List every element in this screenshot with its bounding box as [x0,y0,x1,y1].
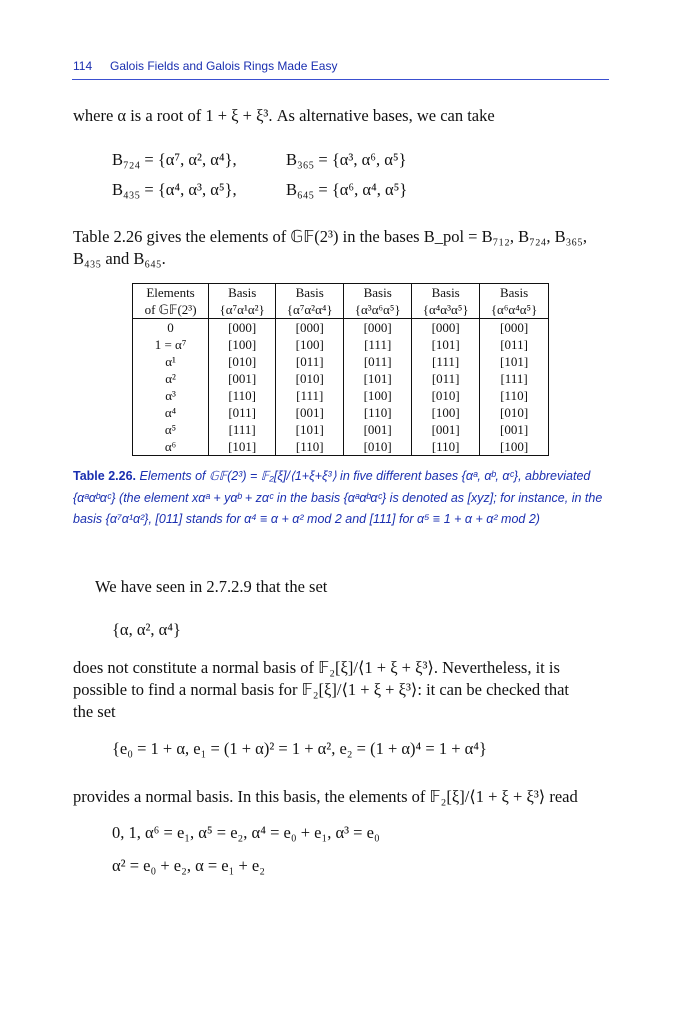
table-cell: [111] [411,353,481,370]
paragraph: provides a normal basis. In this basis, … [73,787,578,806]
equation: {e₀ = 1 + α, e₁ = (1 + α)² = 1 + α², e₂ … [112,739,487,758]
paragraph: Table 2.26 gives the elements of 𝔾𝔽(2³) … [73,227,588,246]
table-cell: α⁴ [131,404,210,421]
table-caption: Table 2.26. Elements of 𝔾𝔽(2³) = 𝔽₂[ξ]/⟨… [73,466,613,531]
table-cell: [101] [411,336,481,353]
column-header: Basis [411,283,481,301]
table-row: α⁴ [011] [001] [110] [100] [010] [131,404,549,421]
equation: B₆₄₅ = {α⁶, α⁴, α⁵} [286,180,408,199]
table-row: α³ [110] [111] [100] [010] [110] [131,387,549,404]
table-cell: [010] [411,387,481,404]
table-cell: [011] [479,336,549,353]
table-cell: [000] [275,318,345,336]
table-cell: [101] [208,438,277,456]
table-cell: [100] [208,336,277,353]
table-cell: [111] [479,370,549,387]
table-cell: [000] [479,318,549,336]
table-row: 1 = α⁷ [100] [100] [111] [101] [011] [131,336,549,353]
column-header: Basis [208,283,277,301]
table-cell: α¹ [131,353,210,370]
running-title: Galois Fields and Galois Rings Made Easy [110,59,338,73]
table-row: α⁶ [101] [110] [010] [110] [100] [131,438,549,456]
table-cell: [001] [411,421,481,438]
elements-table: Elements Basis Basis Basis Basis Basis o… [131,283,549,456]
paragraph: where α is a root of 1 + ξ + ξ³. As alte… [73,106,495,125]
table-cell: [101] [479,353,549,370]
column-header: of 𝔾𝔽(2³) [131,301,210,319]
table-row: 0 [000] [000] [000] [000] [000] [131,318,549,336]
column-header: {α⁶α⁴α⁵} [479,301,549,319]
column-header: Basis [275,283,345,301]
column-header: {α⁷α¹α²} [208,301,277,319]
table-cell: [111] [208,421,277,438]
equation: B₃₆₅ = {α³, α⁶, α⁵} [286,150,407,169]
table-cell: [001] [275,404,345,421]
paragraph: B₄₃₅ and B₆₄₅. [73,249,166,268]
table-cell: [001] [208,370,277,387]
table-cell: [100] [343,387,413,404]
table-cell: [010] [208,353,277,370]
page-number: 114 [73,59,93,73]
table-cell: [110] [479,387,549,404]
table-cell: [000] [208,318,277,336]
table-cell: 0 [131,318,210,336]
table-cell: [101] [275,421,345,438]
equation: B₇₂₄ = {α⁷, α², α⁴}, [112,150,237,169]
table-cell: [011] [208,404,277,421]
table-cell: α⁵ [131,421,210,438]
table-cell: [101] [343,370,413,387]
table-cell: [011] [343,353,413,370]
table-cell: [110] [343,404,413,421]
table-cell: [110] [208,387,277,404]
caption-text: Elements of 𝔾𝔽(2³) = 𝔽₂[ξ]/⟨1+ξ+ξ³⟩ in f… [73,469,603,526]
table-cell: [010] [343,438,413,456]
table-row: α⁵ [111] [101] [001] [001] [001] [131,421,549,438]
column-header: {α⁷α²α⁴} [275,301,345,319]
column-header: Basis [343,283,413,301]
table-cell: 1 = α⁷ [131,336,210,353]
table-cell: [100] [275,336,345,353]
table-cell: [111] [343,336,413,353]
table-cell: [111] [275,387,345,404]
caption-label: Table 2.26. [73,469,136,483]
table-cell: α³ [131,387,210,404]
table-row: α¹ [010] [011] [011] [111] [101] [131,353,549,370]
column-header: {α³α⁶α⁵} [343,301,413,319]
header-rule [72,79,609,80]
table-row: α² [001] [010] [101] [011] [111] [131,370,549,387]
table-cell: [011] [411,370,481,387]
table-cell: [011] [275,353,345,370]
equation: {α, α², α⁴} [112,620,181,639]
table-cell: [010] [275,370,345,387]
paragraph: We have seen in 2.7.2.9 that the set [95,577,328,596]
table-cell: [000] [411,318,481,336]
table-cell: [010] [479,404,549,421]
paragraph: the set [73,702,116,721]
table-cell: [100] [411,404,481,421]
table-cell: [110] [275,438,345,456]
equation: 0, 1, α⁶ = e₁, α⁵ = e₂, α⁴ = e₀ + e₁, α³… [112,823,380,842]
table-cell: [001] [343,421,413,438]
paragraph: possible to find a normal basis for 𝔽₂[ξ… [73,680,569,699]
equation: α² = e₀ + e₂, α = e₁ + e₂ [112,856,266,875]
equation: B₄₃₅ = {α⁴, α³, α⁵}, [112,180,237,199]
paragraph: does not constitute a normal basis of 𝔽₂… [73,658,560,677]
table-cell: [110] [411,438,481,456]
table-cell: [100] [479,438,549,456]
column-header: {α⁴α³α⁵} [411,301,481,319]
column-header: Elements [131,283,210,301]
column-header: Basis [479,283,549,301]
table-cell: α⁶ [131,438,210,456]
table-cell: α² [131,370,210,387]
table-cell: [001] [479,421,549,438]
table-cell: [000] [343,318,413,336]
